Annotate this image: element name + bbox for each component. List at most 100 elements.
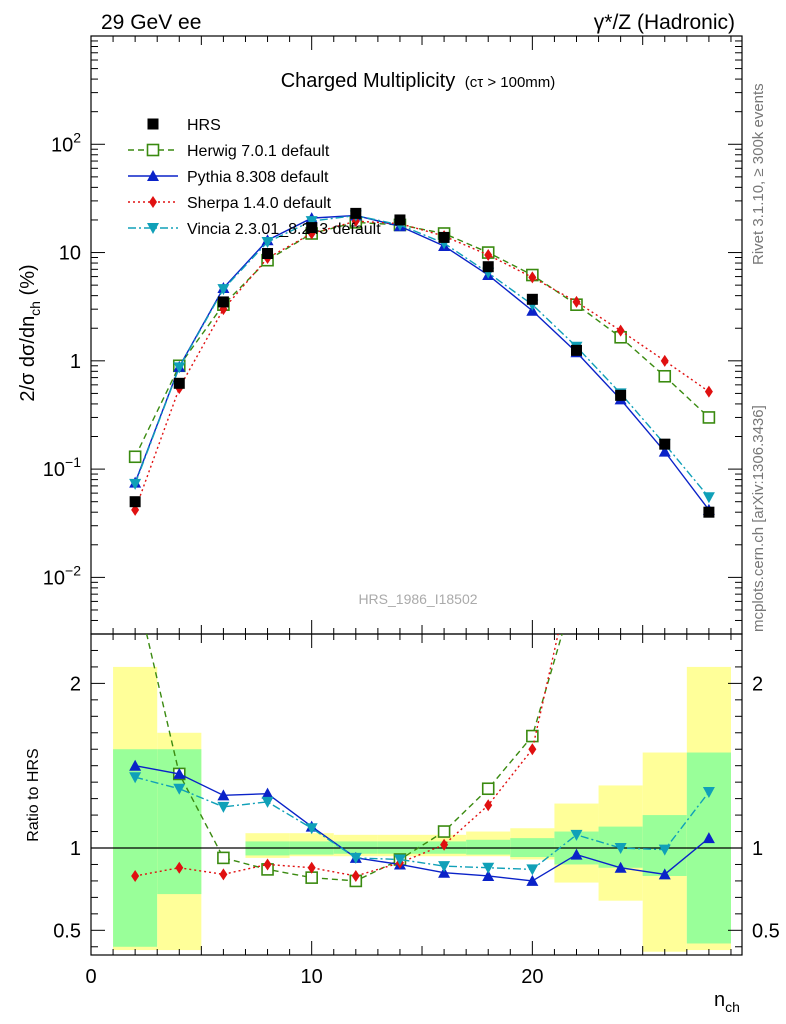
- vincia-line: [134, 214, 710, 498]
- pythia-ratio-point: [217, 789, 230, 801]
- ratio-y-tick-label: 1: [70, 838, 81, 860]
- x-tick-label: 10: [301, 966, 323, 988]
- pythia-ratio-point: [129, 759, 142, 771]
- legend-label-sherpa: Sherpa 1.4.0 default: [187, 195, 332, 212]
- legend-label-vincia: Vincia 2.3.01_8.243 default: [187, 221, 381, 238]
- ratio-y-tick-label: 0.5: [53, 920, 81, 942]
- vincia-point: [173, 362, 186, 374]
- ratio-y-tick-label-right: 0.5: [752, 920, 780, 942]
- vincia-ratio-point: [526, 864, 539, 876]
- sherpa-ratio-point: [263, 858, 272, 871]
- data-point: [526, 293, 538, 305]
- herwig-ratio-point: [526, 729, 539, 743]
- ratio-clip-group: [129, 634, 715, 888]
- herwig-point: [658, 369, 672, 383]
- data-point: [570, 344, 582, 356]
- herwig-point: [702, 411, 716, 424]
- sherpa-point: [528, 271, 537, 284]
- ratio-series: [129, 634, 715, 888]
- vincia-ratio-point: [614, 843, 627, 854]
- chart-title: Charged Multiplicity (cτ > 100mm): [281, 70, 556, 92]
- sherpa-ratio-point: [219, 868, 228, 881]
- pythia-ratio-point: [702, 832, 715, 844]
- x-axis-label: nch: [714, 989, 740, 1015]
- vincia-ratio-point: [438, 861, 451, 873]
- pythia-ratio-point: [526, 874, 539, 886]
- ratio-y-tick-label-right: 2: [752, 673, 763, 695]
- vincia-point: [702, 492, 715, 504]
- vincia-ratio-point: [217, 801, 230, 813]
- y-tick-label: 10: [59, 243, 81, 265]
- header-right: γ*/Z (Hadronic): [594, 11, 735, 34]
- data-point: [350, 207, 362, 219]
- vincia-ratio-point: [261, 796, 274, 808]
- vincia-point: [217, 284, 230, 296]
- herwig-ratio-point: [481, 782, 495, 796]
- pythia-line: [134, 214, 710, 511]
- pythia-ratio-point: [173, 767, 186, 779]
- sherpa-point: [572, 295, 581, 308]
- sherpa-point: [704, 385, 713, 398]
- data-point: [615, 389, 627, 401]
- chart-title-main: Charged Multiplicity: [281, 70, 456, 92]
- vincia-ratio-point: [482, 862, 495, 874]
- pythia-ratio-point: [261, 787, 274, 799]
- sherpa-line: [134, 220, 710, 511]
- vincia-ratio-point: [570, 829, 583, 841]
- sherpa-ratio-point: [351, 869, 360, 882]
- mcplots-label: mcplots.cern.ch [arXiv:1306.3436]: [750, 405, 767, 632]
- legend-marker-data: [147, 118, 159, 130]
- sherpa-ratio-line: [135, 634, 559, 877]
- legend-marker-herwig: [146, 143, 160, 157]
- herwig-ratio-point: [305, 871, 318, 884]
- vincia-point: [261, 237, 274, 249]
- vincia-ratio-point: [349, 852, 362, 864]
- herwig-ratio-point: [217, 851, 230, 865]
- band-inner: [466, 839, 511, 855]
- data-point: [659, 438, 671, 450]
- vincia-ratio-point: [305, 823, 318, 835]
- pythia-point: [658, 445, 671, 457]
- sherpa-point: [660, 354, 669, 367]
- ratio-frame: [90, 633, 743, 956]
- data-point: [173, 377, 185, 389]
- ratio-uncertainty-bands: [113, 666, 731, 952]
- watermark: HRS_1986_I18502: [358, 591, 477, 607]
- y-tick-label: 102: [51, 129, 81, 156]
- data-point: [703, 506, 715, 518]
- data-point: [482, 261, 494, 273]
- legend-marker-vincia: [147, 223, 159, 234]
- chart-title-suffix: (cτ > 100mm): [465, 74, 556, 91]
- y-tick-label: 1: [70, 351, 81, 373]
- legend-label-herwig: Herwig 7.0.1 default: [187, 143, 330, 160]
- vincia-ratio-point: [129, 772, 142, 784]
- legend-marker-sherpa: [149, 196, 157, 208]
- ratio-ylabel: Ratio to HRS: [25, 748, 42, 841]
- legend: HRS Herwig 7.0.1 default Pythia 8.308 defa…: [128, 117, 381, 238]
- vincia-ratio-point: [393, 854, 406, 866]
- data-point: [217, 296, 229, 308]
- y-tick-label: 10−2: [43, 562, 81, 589]
- pythia-ratio-point: [658, 868, 671, 880]
- sherpa-point: [484, 248, 493, 261]
- data-point: [262, 248, 274, 260]
- sherpa-ratio-point: [484, 799, 493, 812]
- vincia-ratio-point: [173, 783, 186, 795]
- ratio-y-tick-label: 2: [70, 673, 81, 695]
- x-tick-label: 0: [85, 966, 96, 988]
- sherpa-ratio-point: [131, 869, 140, 882]
- vincia-ratio-line: [134, 776, 710, 871]
- pythia-ratio-point: [482, 869, 495, 881]
- pythia-ratio-point: [438, 866, 451, 878]
- y-tick-label: 10−1: [43, 454, 81, 481]
- vincia-point: [129, 478, 142, 490]
- data-point: [394, 214, 406, 226]
- sherpa-ratio-point: [307, 861, 316, 874]
- x-tick-label: 20: [521, 966, 543, 988]
- sherpa-ratio-point: [440, 838, 449, 851]
- rivet-label: Rivet 3.1.10, ≥ 300k events: [750, 83, 767, 265]
- sherpa-ratio-point: [175, 861, 184, 874]
- data-point: [438, 231, 450, 243]
- herwig-ratio-line: [145, 634, 563, 882]
